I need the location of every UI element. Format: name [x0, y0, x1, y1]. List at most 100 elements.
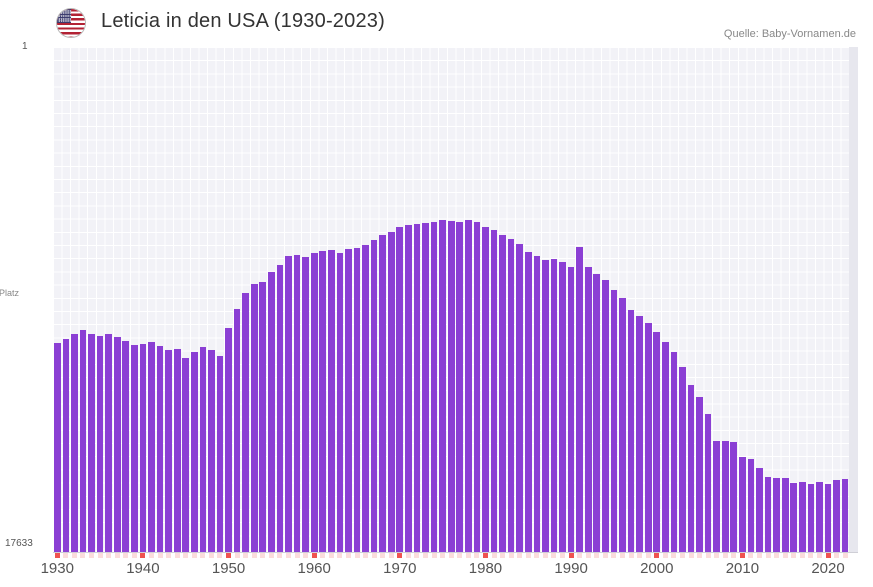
x-axis-minor-tick [191, 553, 197, 558]
x-axis-tick-label: 2020 [811, 560, 845, 577]
bar [319, 250, 327, 553]
bar [190, 352, 198, 553]
x-axis-minor-tick [525, 553, 531, 558]
x-axis-minor-tick [294, 553, 300, 558]
bar [208, 350, 215, 553]
source-label: Quelle: Baby-Vornamen.de [723, 28, 856, 40]
bar [139, 344, 147, 553]
x-axis-minor-tick [594, 553, 600, 558]
bar [113, 336, 121, 553]
x-axis-minor-tick [791, 553, 797, 558]
bar [567, 267, 575, 553]
bar [679, 367, 686, 553]
x-axis-minor-tick [517, 553, 523, 558]
bar [413, 223, 421, 553]
x-axis-line [53, 552, 858, 553]
bar [345, 248, 352, 553]
bar [721, 441, 729, 553]
bar [559, 262, 566, 553]
bar [302, 257, 309, 553]
x-axis-minor-tick [123, 553, 129, 558]
y-axis-bottom-tick: 17633 [5, 538, 33, 549]
bar [542, 260, 549, 553]
x-axis-minor-tick [200, 553, 206, 558]
x-axis-minor-tick [748, 553, 754, 558]
x-axis-minor-tick [260, 553, 266, 558]
bar [713, 441, 721, 553]
x-axis-tick-mark [54, 553, 60, 558]
x-axis-minor-tick [345, 553, 351, 558]
bar [156, 346, 164, 553]
bar [250, 284, 258, 553]
bar [524, 251, 532, 553]
x-axis-minor-tick [602, 553, 608, 558]
x-axis-tick-mark [482, 553, 488, 558]
x-axis-tick-mark [739, 553, 745, 558]
x-axis-minor-tick [97, 553, 103, 558]
bar [79, 329, 87, 553]
bar [96, 335, 104, 553]
bar [456, 221, 464, 553]
x-axis-tick-label: 1990 [554, 560, 588, 577]
bar [798, 481, 806, 553]
x-axis-minor-tick [585, 553, 591, 558]
x-axis-tick-mark [140, 553, 146, 558]
x-axis-minor-tick [337, 553, 343, 558]
x-axis-minor-tick [114, 553, 120, 558]
bar [739, 457, 746, 553]
x-axis-tick-label: 1930 [40, 560, 74, 577]
x-axis-minor-tick [328, 553, 334, 558]
bar [593, 274, 601, 553]
bar [285, 255, 292, 553]
bar [661, 342, 669, 553]
x-axis-tick-mark [226, 553, 232, 558]
bar [327, 249, 335, 553]
bar [602, 280, 609, 553]
bar [610, 290, 618, 553]
x-axis-minor-tick [611, 553, 617, 558]
x-axis-minor-tick [816, 553, 822, 558]
x-axis-tick-mark [311, 553, 317, 558]
x-axis-minor-tick [637, 553, 643, 558]
x-axis-minor-tick [500, 553, 506, 558]
bar [550, 259, 558, 553]
x-axis-minor-tick [688, 553, 694, 558]
bar-series [53, 47, 858, 553]
bar [696, 396, 703, 553]
page-title: Leticia in den USA (1930-2023) [101, 10, 385, 32]
bar [833, 479, 840, 553]
x-axis-minor-tick [628, 553, 634, 558]
x-axis-minor-tick [80, 553, 86, 558]
bar [105, 333, 112, 553]
x-axis-minor-tick [131, 553, 137, 558]
x-axis-minor-tick [671, 553, 677, 558]
x-axis-minor-tick [174, 553, 180, 558]
bar [405, 224, 412, 553]
x-axis-tick-mark [825, 553, 831, 558]
bar [499, 234, 506, 553]
x-axis-minor-tick [71, 553, 77, 558]
x-axis-minor-tick [560, 553, 566, 558]
bar [62, 338, 70, 553]
y-axis-top-tick: 1 [22, 41, 28, 52]
x-axis-minor-tick [774, 553, 780, 558]
x-axis-minor-tick [765, 553, 771, 558]
bar [576, 246, 583, 553]
x-axis-minor-tick [363, 553, 369, 558]
bar [584, 267, 592, 553]
x-axis-minor-tick [286, 553, 291, 558]
x-axis-minor-tick [474, 553, 480, 558]
bar [644, 322, 652, 553]
x-axis-minor-tick [705, 553, 711, 558]
bar [131, 345, 138, 553]
x-axis-minor-tick [679, 553, 685, 558]
bar [396, 226, 404, 553]
bar [276, 265, 284, 553]
bar [781, 477, 789, 553]
bar [473, 221, 481, 553]
x-axis-tick-label: 1960 [297, 560, 331, 577]
x-axis-minor-tick [440, 553, 446, 558]
bar [362, 244, 369, 553]
bar [447, 220, 455, 553]
x-axis-minor-tick [234, 553, 240, 558]
